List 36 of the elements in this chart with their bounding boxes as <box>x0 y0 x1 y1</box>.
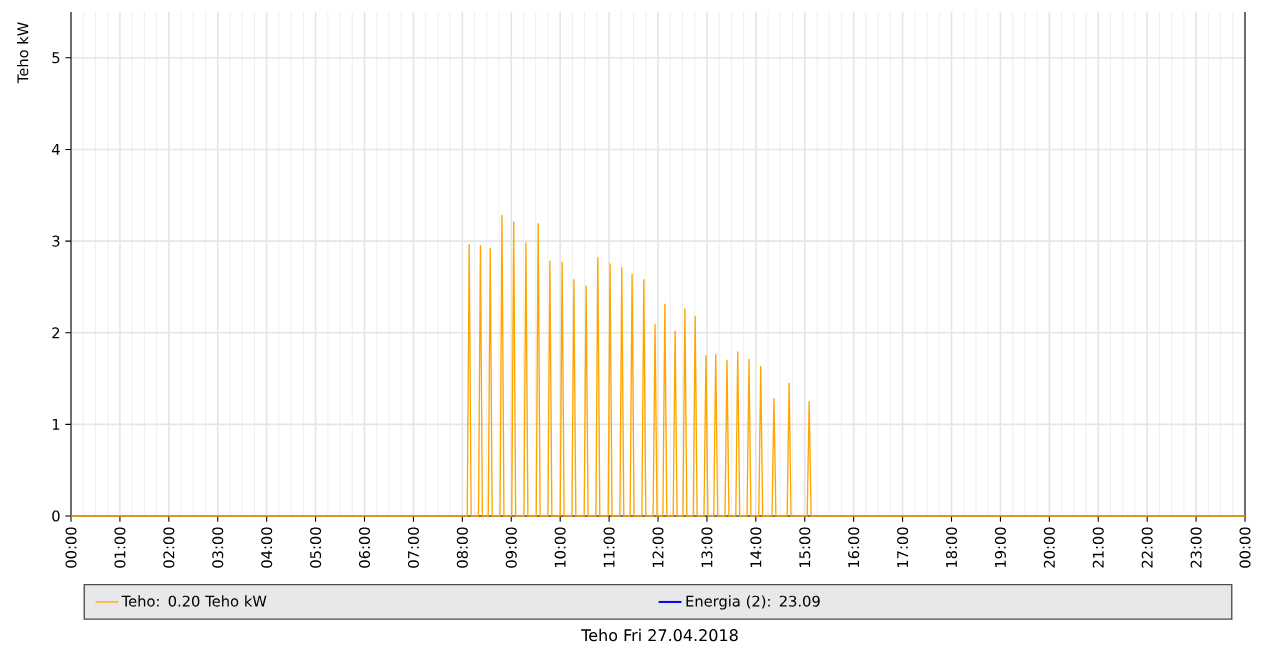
x-tick-label: 16:00 <box>848 527 860 568</box>
x-tick-label: 09:00 <box>505 527 517 568</box>
x-tick-label: 02:00 <box>163 527 175 568</box>
y-tick-label: 5 <box>52 52 60 64</box>
y-axis-title: Teho kW <box>17 22 29 84</box>
x-tick-label: 17:00 <box>897 527 909 568</box>
x-tick-label: 12:00 <box>652 527 664 568</box>
text: Teho Fri 27.04.2018 <box>581 628 738 642</box>
x-tick-label: 08:00 <box>456 527 468 568</box>
y-tick-label: 4 <box>51 144 60 155</box>
y-tick-label: 2 <box>52 327 60 339</box>
x-tick-label: 18:00 <box>945 527 958 568</box>
y-tick-label: 1 <box>52 419 60 430</box>
x-tick-label: 03:00 <box>212 527 224 568</box>
x-tick-label: 13:00 <box>701 527 713 568</box>
y-tick-label: 3 <box>52 235 60 247</box>
x-tick-label: 21:00 <box>1092 527 1104 568</box>
x-tick-label: 01:00 <box>114 527 126 568</box>
x-tick-label: 10:00 <box>554 527 566 568</box>
line-series <box>70 214 1246 517</box>
y-tick-label: 0 <box>52 510 60 522</box>
x-tick-label: 20:00 <box>1043 527 1055 568</box>
legend-label: Teho: 0.20 Teho kW <box>121 595 267 607</box>
x-tick-label: 19:00 <box>994 527 1006 568</box>
legend-label: Energia (2): 23.09 <box>686 595 820 610</box>
x-tick-label: 14:00 <box>750 527 762 568</box>
x-tick-label: 07:00 <box>407 527 419 568</box>
x-tick-label: 15:00 <box>799 527 811 568</box>
x-tick-label: 04:00 <box>261 527 273 568</box>
x-tick-label: 11:00 <box>603 527 615 568</box>
x-tick-label: 22:00 <box>1141 527 1153 568</box>
x-tick-label: 00:00 <box>1239 527 1251 568</box>
x-tick-label: 00:00 <box>65 527 77 568</box>
x-tick-label: 06:00 <box>358 527 371 568</box>
x-tick-label: 05:00 <box>310 527 322 568</box>
x-tick-label: 23:00 <box>1190 527 1202 568</box>
